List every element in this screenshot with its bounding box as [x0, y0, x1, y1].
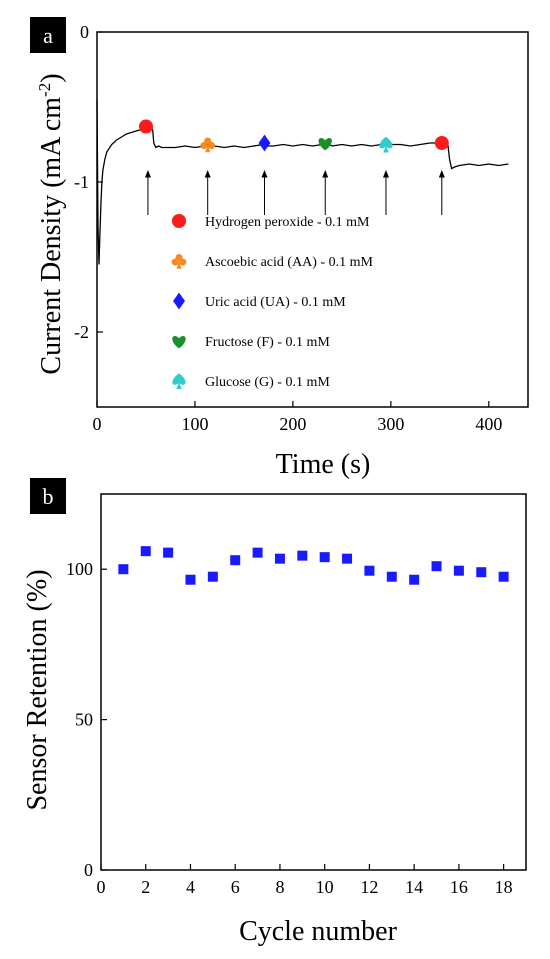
panel-a-chart: a 0 100 200 300 400 0 -1 -2 Hydrogen peroxide -… [30, 17, 529, 480]
panel-a-legend: Hydrogen peroxide - 0.1 mM Ascoebic acid … [171, 214, 374, 390]
legend-marker-club [171, 254, 187, 269]
panel-b-x-tick-label: 12 [360, 877, 378, 897]
legend-label: Glucose (G) - 0.1 mM [205, 375, 330, 390]
legend-label: Ascoebic acid (AA) - 0.1 mM [205, 255, 374, 270]
injection-marker-diamond [258, 134, 271, 152]
panel-a-y-tick-label: -2 [74, 322, 89, 342]
panel-a-x-tick-label: 200 [279, 414, 306, 434]
panel-b-label: b [43, 484, 54, 509]
panel-a-label-box [30, 17, 66, 53]
injection-marker-spade [379, 136, 393, 153]
panel-a-x-tick-label: 100 [181, 414, 208, 434]
retention-point [453, 565, 464, 576]
panel-b-chart: b 0 2 4 6 8 10 12 14 16 18 0 50 100 Cycle number Sen… [22, 478, 527, 947]
retention-point [230, 555, 241, 566]
retention-point [118, 564, 129, 575]
panel-b-plot-area [118, 546, 509, 585]
injection-arrow-head [261, 170, 268, 178]
retention-point [297, 550, 308, 561]
panel-b-x-tick-label: 14 [405, 877, 423, 897]
panel-b-x-axis-title: Cycle number [239, 916, 398, 947]
retention-point [364, 565, 375, 576]
retention-point [140, 546, 151, 557]
legend-marker-heart [172, 335, 186, 349]
panel-b-x-tick-label: 0 [97, 877, 106, 897]
legend-label: Fructose (F) - 0.1 mM [205, 335, 330, 350]
panel-a-plot-area [96, 99, 509, 265]
panel-b-x-tick-label: 8 [275, 877, 284, 897]
injection-arrow-head [322, 170, 329, 178]
legend-label: Uric acid (UA) - 0.1 mM [205, 295, 346, 310]
injection-marker-circle [434, 136, 449, 150]
panel-b-y-axis-title: Sensor Retention (%) [22, 569, 53, 810]
legend-marker-spade [172, 373, 186, 390]
panel-b-x-tick-label: 4 [186, 877, 195, 897]
panel-b-x-tick-label: 18 [495, 877, 513, 897]
panel-b-y-tick-label: 50 [75, 710, 93, 730]
retention-point [409, 574, 420, 585]
panel-a-y-tick-label: -1 [74, 172, 89, 192]
retention-point [207, 571, 218, 582]
retention-point [498, 571, 509, 582]
injection-arrow-head [438, 170, 445, 178]
panel-a-x-tick-label: 400 [475, 414, 502, 434]
injection-arrow-head [144, 170, 151, 178]
retention-point [476, 567, 487, 578]
panel-a-x-tick-label: 300 [377, 414, 404, 434]
panel-a-label: a [43, 23, 53, 48]
panel-a-y-axis-title: Current Density (mA cm-2) [35, 73, 67, 374]
injection-arrow-head [382, 170, 389, 178]
panel-b-y-tick-label: 100 [66, 559, 93, 579]
panel-b-label-box [30, 478, 66, 514]
panel-a-y-axis-title-main: Current Density (mA cm [36, 97, 67, 375]
panel-b-x-tick-label: 16 [450, 877, 468, 897]
amperometric-curve [96, 99, 509, 265]
panel-a-y-axis-title-superscript: -2 [35, 83, 54, 97]
injection-marker-heart [318, 137, 332, 151]
panel-a-ticks: 0 100 200 300 400 0 -1 -2 [74, 22, 502, 434]
retention-point [185, 574, 196, 585]
panel-b-x-tick-label: 10 [316, 877, 334, 897]
panel-a-x-axis-title: Time (s) [276, 449, 371, 480]
injection-marker-circle [138, 119, 153, 134]
legend-marker-diamond [173, 292, 185, 310]
injection-marker-club [200, 137, 216, 153]
panel-b-y-tick-label: 0 [84, 860, 93, 880]
panel-a-frame [96, 31, 529, 408]
panel-a-y-tick-label: 0 [80, 22, 89, 42]
injection-arrow-head [204, 170, 211, 178]
panel-a-x-tick-label: 0 [93, 414, 102, 434]
retention-point [163, 547, 174, 558]
legend-marker-circle [172, 214, 186, 228]
panel-a-y-axis-title-close: ) [36, 73, 67, 82]
retention-point [431, 561, 442, 572]
panel-b-ticks: 0 2 4 6 8 10 12 14 16 18 0 50 100 [66, 559, 513, 897]
retention-point [342, 553, 353, 564]
retention-point [252, 547, 263, 558]
panel-b-frame [100, 493, 527, 871]
retention-point [386, 571, 397, 582]
panel-b-x-tick-label: 2 [141, 877, 150, 897]
retention-point [274, 553, 285, 564]
legend-label: Hydrogen peroxide - 0.1 mM [205, 215, 370, 230]
panel-b-x-tick-label: 6 [231, 877, 240, 897]
retention-point [319, 552, 330, 563]
